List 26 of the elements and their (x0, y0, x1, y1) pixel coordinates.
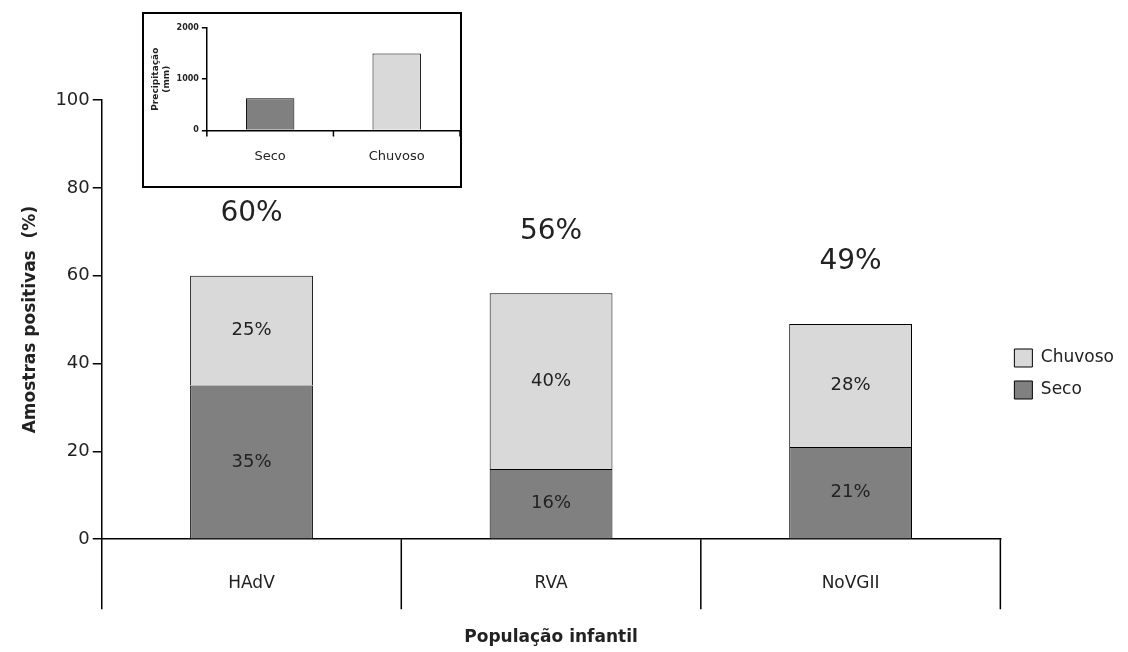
y-tick-label: 80 (66, 175, 90, 197)
legend-label: Chuvoso (1040, 346, 1114, 367)
total-label: 56% (519, 212, 583, 246)
x-tick-label: HAdV (228, 571, 276, 592)
legend-label: Seco (1040, 378, 1082, 399)
data-label: 28% (830, 373, 871, 395)
y-tick-label: 20 (66, 439, 90, 461)
data-label: 21% (830, 480, 871, 502)
y-axis-title: Amostras positivas (%) (18, 205, 39, 434)
data-label: 16% (531, 491, 572, 513)
y-axis-title: Precipitação (mm) (149, 47, 171, 111)
y-tick-label: 1000 (176, 74, 200, 84)
x-axis-title: População infantil (464, 626, 638, 647)
total-label: 60% (220, 194, 283, 228)
total-label: 49% (819, 243, 882, 277)
y-tick-label: 100 (55, 87, 90, 109)
y-tick-label: 40 (66, 351, 90, 373)
y-tick-label: 0 (193, 125, 200, 135)
data-label: 40% (531, 368, 572, 390)
y-tick-label: 2000 (176, 23, 200, 33)
data-label: 35% (231, 449, 272, 471)
y-tick-label: 60 (66, 263, 90, 285)
x-tick-label: RVA (534, 571, 568, 592)
data-label: 25% (231, 318, 272, 340)
x-tick-label: NoVGII (821, 571, 880, 592)
y-tick-label: 0 (78, 526, 90, 548)
